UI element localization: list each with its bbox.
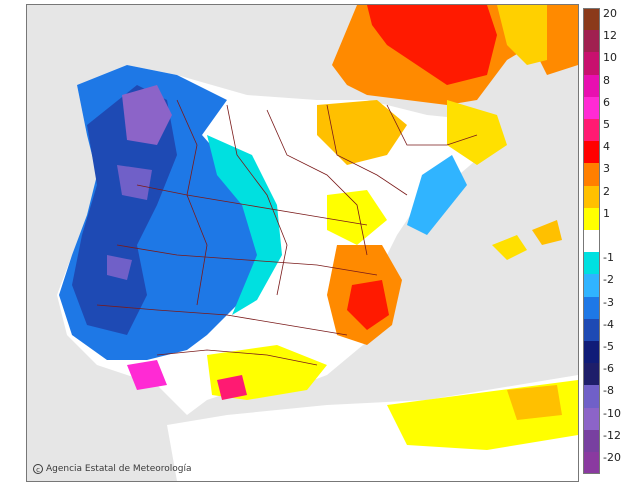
legend-swatch — [583, 163, 600, 186]
legend-label: 4 — [603, 140, 610, 154]
france-hot-area — [367, 5, 497, 85]
legend-swatch — [583, 407, 600, 430]
legend-swatch — [583, 96, 600, 119]
legend-swatch — [583, 141, 600, 164]
legend-label: -6 — [603, 362, 614, 376]
credit-text: Agencia Estatal de Meteorología — [46, 464, 192, 474]
west-extreme-cold-area-2 — [117, 165, 152, 200]
legend-label: -12 — [603, 428, 621, 442]
legend-swatch — [583, 30, 600, 53]
legend-swatch — [583, 119, 600, 142]
legend-label: 8 — [603, 73, 610, 87]
legend-swatch — [583, 230, 600, 253]
south-hot-area — [127, 360, 167, 390]
legend-swatch — [583, 8, 600, 31]
legend-swatch — [583, 385, 600, 408]
france-east-area — [497, 5, 547, 65]
legend-swatch — [583, 318, 600, 341]
legend-label: 1 — [603, 206, 610, 220]
map-canvas — [57, 5, 578, 481]
balearic-islands — [492, 235, 527, 260]
legend-swatch — [583, 429, 600, 452]
north-africa-warm-area-2 — [507, 385, 562, 420]
anomaly-map — [26, 4, 579, 482]
ebro-warm-area — [317, 100, 407, 165]
copyright-icon: c — [33, 464, 43, 474]
legend-label: 12 — [603, 29, 617, 43]
color-legend: 20 12 10 8 6 5 4 3 2 1 -1 -2 -3 -4 -5 -6 -8 -10 -12 -20 — [583, 8, 630, 476]
east-hot-area — [347, 280, 389, 330]
center-mild-cold-area — [207, 135, 282, 315]
west-extreme-cold-area-3 — [107, 255, 132, 280]
legend-swatch — [583, 452, 600, 475]
legend-label: -4 — [603, 317, 614, 331]
legend-swatch — [583, 207, 600, 230]
west-extreme-cold-area — [122, 85, 172, 145]
legend-label: -3 — [603, 295, 614, 309]
legend-swatch — [583, 296, 600, 319]
legend-label: 6 — [603, 95, 610, 109]
legend-label: 20 — [603, 7, 617, 20]
legend-label: -20 — [603, 451, 621, 464]
legend-swatch — [583, 74, 600, 97]
east-cold-area — [407, 155, 467, 235]
credit-line: c Agencia Estatal de Meteorología — [33, 464, 192, 474]
legend-swatch — [583, 252, 600, 275]
legend-swatch — [583, 363, 600, 386]
legend-label: 2 — [603, 184, 610, 198]
legend-label: 10 — [603, 51, 617, 65]
legend-swatch — [583, 52, 600, 75]
legend-swatch — [583, 185, 600, 208]
legend-label: -1 — [603, 251, 614, 265]
legend-swatch — [583, 274, 600, 297]
west-deep-cold-area — [72, 85, 177, 335]
legend-label: 5 — [603, 118, 610, 131]
legend-label: -8 — [603, 384, 614, 398]
legend-label: -5 — [603, 340, 614, 353]
central-warm-area — [327, 190, 387, 245]
legend-label: -2 — [603, 273, 614, 287]
borders — [96, 99, 478, 366]
legend-label: -10 — [603, 406, 621, 420]
catalonia-warm-area — [447, 100, 507, 165]
south-hot-area-2 — [217, 375, 247, 400]
mallorca-island — [532, 220, 562, 245]
legend-swatch — [583, 341, 600, 364]
legend-label: 3 — [603, 162, 610, 176]
